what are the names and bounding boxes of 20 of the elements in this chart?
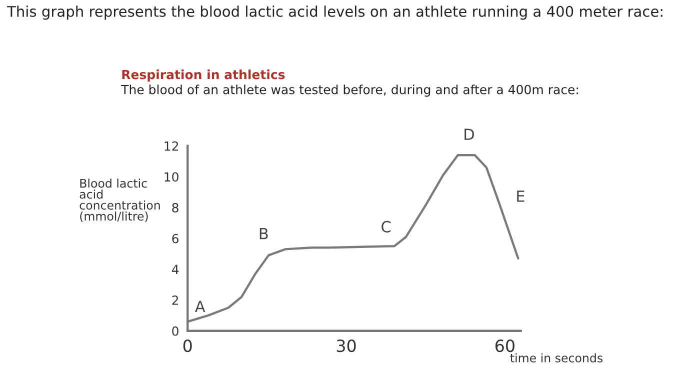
- chart-title: This graph represents the blood lactic acid levels on an athlete running a 400 meter race:: [6, 6, 662, 20]
- y-tick-label: 4: [172, 264, 179, 274]
- y-tick-label: 10: [164, 172, 178, 182]
- x-axis-title: time in seconds: [510, 353, 603, 362]
- y-tick-label: 8: [172, 203, 178, 212]
- annotation: C: [382, 220, 391, 232]
- text: The blood of an athlete was tested before, during and after a 400m race:: [121, 84, 578, 97]
- annotation: E: [517, 190, 524, 202]
- annotation: A: [194, 300, 206, 312]
- x-tick-label: 60: [495, 340, 514, 352]
- y-axis-title: Blood lactic acid concentration (mmol/litre): [80, 178, 160, 222]
- y-tick-label: 2: [172, 296, 178, 305]
- y-tick-label: 0: [172, 326, 178, 336]
- annotation: D: [464, 128, 474, 140]
- y-tick-label: 6: [172, 234, 178, 244]
- annotation: B: [260, 228, 268, 240]
- chart-subtitle: Respiration in athletics: [122, 70, 285, 82]
- x-tick-label: 30: [336, 340, 356, 352]
- y-tick-label: 12: [164, 141, 178, 151]
- x-tick-label: 0: [183, 340, 192, 352]
